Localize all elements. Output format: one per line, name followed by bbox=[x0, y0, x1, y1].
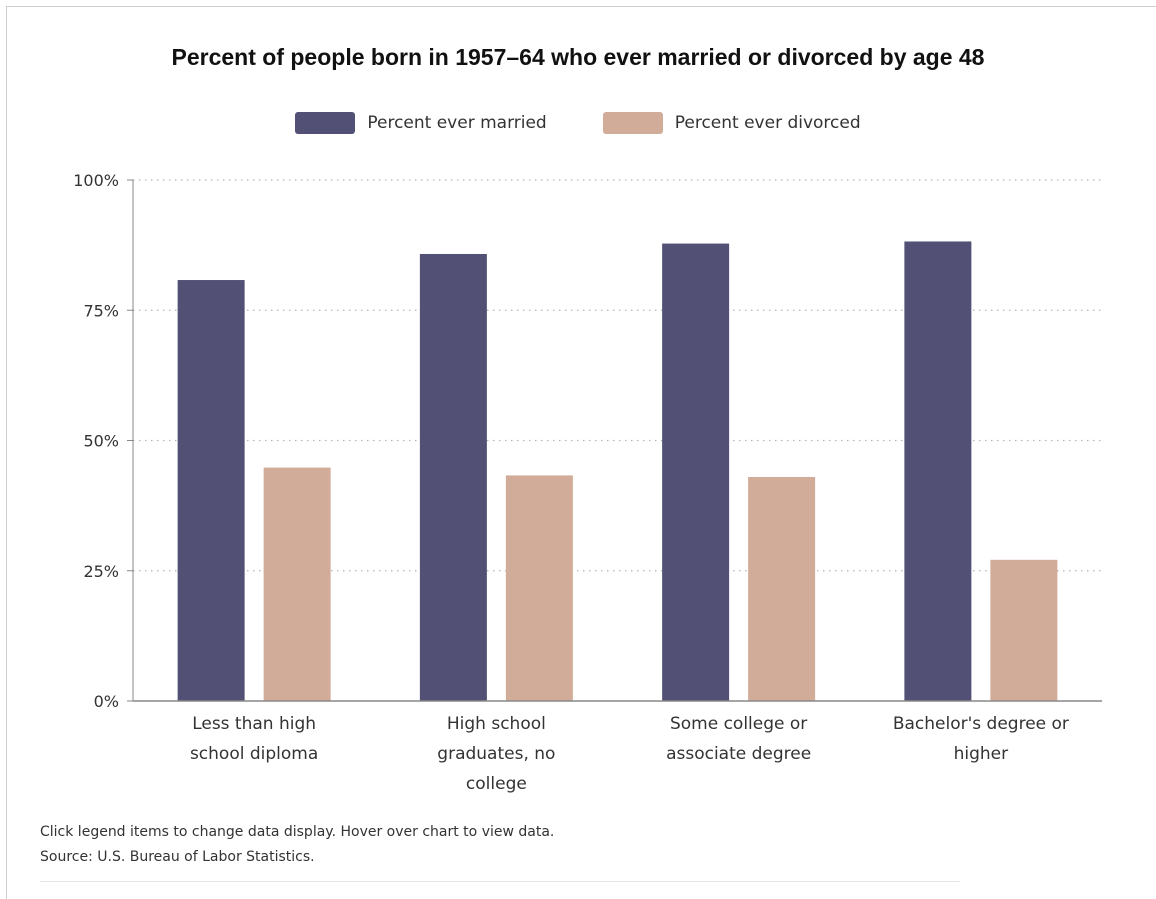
x-tick-label: school diploma bbox=[190, 744, 318, 764]
bar[interactable]: Percent ever married: 80.8% bbox=[177, 280, 245, 701]
y-tick-label: 100% bbox=[73, 171, 119, 190]
legend-item-divorced[interactable]: Percent ever divorced bbox=[602, 112, 861, 134]
bar[interactable]: Percent ever divorced: 44.8% bbox=[263, 467, 331, 701]
chart-instruction: Click legend items to change data displa… bbox=[40, 824, 555, 840]
x-tick-label: higher bbox=[954, 744, 1009, 764]
bar[interactable]: Percent ever divorced: 27.1% bbox=[990, 559, 1058, 701]
chart-source: Source: U.S. Bureau of Labor Statistics. bbox=[40, 849, 315, 865]
legend: Percent ever married Percent ever divorc… bbox=[0, 112, 1156, 134]
bar[interactable]: Percent ever married: 88.2% bbox=[904, 241, 972, 701]
legend-swatch-married bbox=[295, 112, 356, 134]
x-tick-label: Bachelor's degree or bbox=[893, 714, 1069, 734]
x-tick-label: associate degree bbox=[666, 744, 811, 764]
bar[interactable]: Percent ever married: 85.8% bbox=[419, 253, 487, 701]
bar-chart[interactable]: 0% 25% 50% 75% 100% Percent ever married: 80.… bbox=[0, 0, 1156, 820]
x-tick-label: Some college or bbox=[670, 714, 807, 734]
x-tick-label: college bbox=[466, 774, 527, 794]
y-tick-label: 0% bbox=[94, 692, 119, 711]
legend-label-divorced: Percent ever divorced bbox=[674, 113, 861, 133]
chart-frame bbox=[6, 6, 1156, 899]
bar[interactable]: Percent ever divorced: 43% bbox=[748, 476, 816, 701]
legend-label-married: Percent ever married bbox=[367, 113, 547, 133]
y-tick-label: 50% bbox=[83, 432, 119, 451]
bar[interactable]: Percent ever divorced: 43.3% bbox=[505, 475, 573, 701]
footer-divider bbox=[40, 881, 960, 882]
y-tick-label: 75% bbox=[83, 301, 119, 320]
legend-item-married[interactable]: Percent ever married bbox=[295, 112, 547, 134]
legend-swatch-divorced bbox=[602, 112, 663, 134]
bar[interactable]: Percent ever married: 87.8% bbox=[662, 243, 730, 701]
chart-title: Percent of people born in 1957–64 who ev… bbox=[171, 44, 985, 70]
x-tick-label: graduates, no bbox=[437, 744, 555, 764]
y-tick-label: 25% bbox=[83, 562, 119, 581]
x-tick-label: High school bbox=[447, 714, 546, 734]
x-tick-label: Less than high bbox=[192, 714, 316, 734]
